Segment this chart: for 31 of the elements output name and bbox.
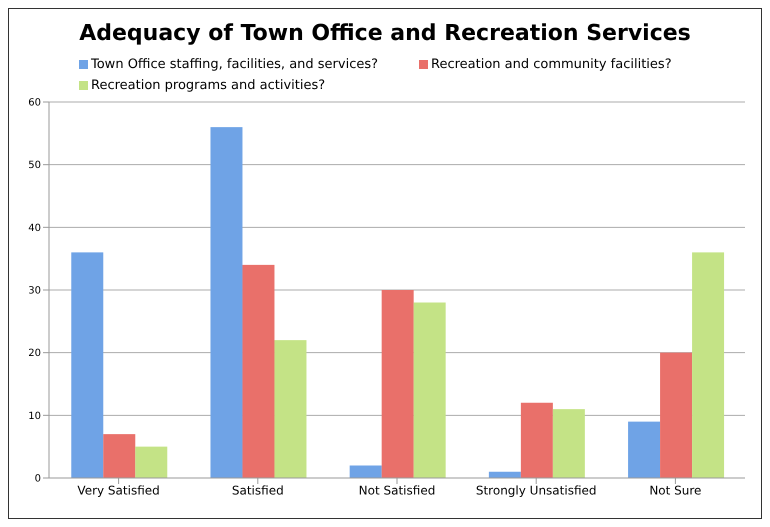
- legend-label: Recreation and community facilities?: [430, 57, 673, 72]
- legend-label: Town Office staffing, facilities, and services?: [90, 57, 380, 72]
- y-tick-label: 30: [28, 286, 41, 297]
- bar: [414, 302, 446, 478]
- bar: [350, 465, 382, 478]
- bar: [488, 472, 521, 478]
- bar: [274, 340, 306, 478]
- bar: [242, 264, 274, 478]
- bar: [103, 434, 136, 478]
- bar: [210, 127, 242, 478]
- bar: [520, 402, 553, 478]
- y-tick-label: 0: [34, 474, 41, 485]
- y-tick-label: 40: [28, 222, 41, 234]
- y-tick-label: 20: [28, 348, 41, 360]
- x-tick-label: Not Satisfied: [358, 484, 436, 498]
- x-tick-label: Satisfied: [232, 484, 284, 498]
- bar: [692, 252, 724, 478]
- x-tick-label: Not Sure: [649, 484, 702, 498]
- legend-label: Recreation programs and activities?: [90, 78, 326, 93]
- bar: [135, 446, 168, 478]
- bar: [71, 252, 104, 478]
- bar: [660, 352, 692, 478]
- bar: [382, 290, 414, 478]
- chart-title: Adequacy of Town Office and Recreation Services: [78, 21, 692, 46]
- bar: [628, 422, 660, 478]
- y-tick-label: 60: [28, 98, 41, 109]
- y-tick-label: 10: [28, 410, 41, 422]
- y-tick-label: 50: [28, 160, 41, 172]
- x-tick-label: Very Satisfied: [77, 484, 160, 498]
- bar: [552, 409, 585, 478]
- x-tick-label: Strongly Unsatisfied: [476, 484, 597, 498]
